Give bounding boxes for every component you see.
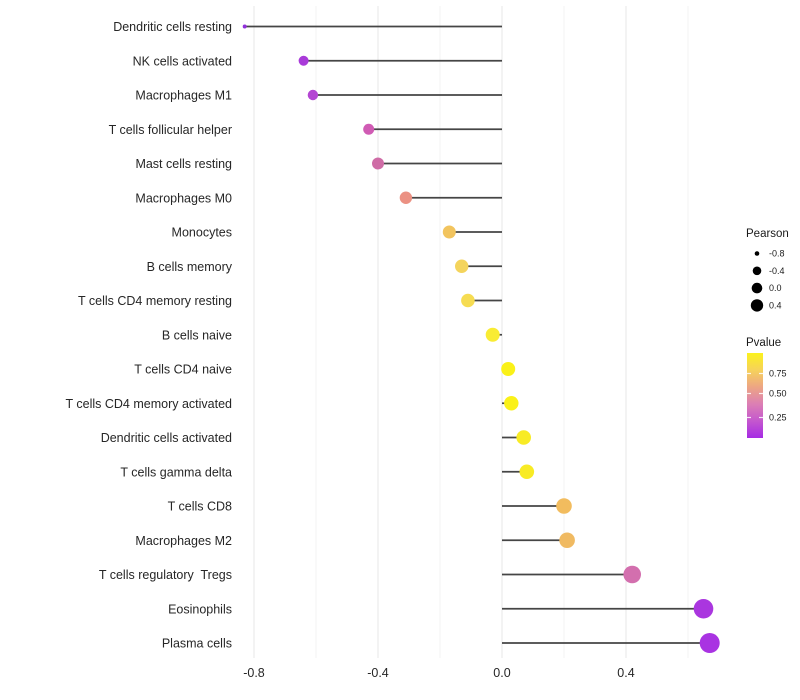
y-axis-label: T cells CD4 memory activated: [66, 397, 233, 411]
lollipop-dot: [501, 362, 516, 376]
y-axis-label: T cells CD4 memory resting: [78, 294, 232, 308]
x-axis-tick-label: -0.4: [367, 666, 389, 680]
y-axis-label: T cells gamma delta: [120, 465, 232, 479]
lollipop-dot: [559, 532, 575, 549]
y-axis-label: Eosinophils: [168, 602, 232, 616]
y-axis-label: Monocytes: [172, 226, 232, 240]
x-axis-tick-label: 0.4: [617, 666, 634, 680]
y-axis-label: T cells follicular helper: [109, 123, 232, 137]
legend-size-dot: [751, 282, 763, 294]
y-axis-label: B cells naive: [162, 328, 232, 342]
legend-size-label: 0.0: [769, 283, 782, 293]
lollipop-dot: [519, 464, 535, 480]
lollipop-dot: [399, 191, 413, 204]
legend-size-dot: [754, 251, 760, 256]
lollipop-dot: [442, 225, 456, 239]
legend-size-label: -0.8: [769, 249, 785, 259]
lollipop-dot: [699, 633, 720, 653]
y-axis-label: Macrophages M0: [135, 191, 232, 205]
legend-color-title: Pvalue: [746, 337, 781, 349]
legend-color-tick-label: 0.75: [769, 369, 787, 379]
x-axis-tick-label: 0.0: [493, 666, 510, 680]
y-axis-label: NK cells activated: [133, 54, 232, 68]
legend-size-title: Pearson: [746, 228, 789, 240]
lollipop-dot: [298, 55, 309, 66]
y-axis-label: Mast cells resting: [135, 157, 232, 171]
y-axis-label: T cells CD8: [168, 500, 232, 514]
x-axis-tick-label: -0.8: [243, 666, 265, 680]
lollipop-dot: [623, 565, 641, 584]
legend-size-dot: [752, 266, 762, 276]
lollipop-dot: [556, 498, 572, 514]
lollipop-dot: [455, 259, 469, 273]
legend-size-label: 0.4: [769, 300, 782, 310]
lollipop-dot: [372, 157, 384, 170]
y-axis-label: Dendritic cells activated: [101, 431, 232, 445]
y-axis-label: Macrophages M2: [135, 534, 232, 548]
y-axis-label: T cells CD4 naive: [134, 363, 232, 377]
legend-color-tick-label: 0.50: [769, 389, 787, 399]
legend-color-tick-label: 0.25: [769, 413, 787, 423]
y-axis-label: T cells regulatory Tregs: [99, 568, 232, 582]
lollipop-dot: [307, 89, 319, 101]
lollipop-dot: [504, 396, 519, 411]
lollipop-dot: [363, 123, 375, 135]
lollipop-dot: [242, 24, 247, 29]
lollipop-dot: [461, 293, 475, 308]
lollipop-dot: [516, 430, 531, 445]
y-axis-label: Plasma cells: [162, 637, 232, 651]
y-axis-label: Macrophages M1: [135, 89, 232, 103]
legend-size-dot: [750, 299, 764, 312]
legend-color-gradient-bar: [747, 353, 763, 438]
legend-size-label: -0.4: [769, 266, 785, 276]
y-axis-label: B cells memory: [147, 260, 233, 274]
y-axis-label: Dendritic cells resting: [113, 20, 232, 34]
lollipop-dot: [485, 327, 500, 342]
lollipop-dot: [693, 598, 714, 619]
